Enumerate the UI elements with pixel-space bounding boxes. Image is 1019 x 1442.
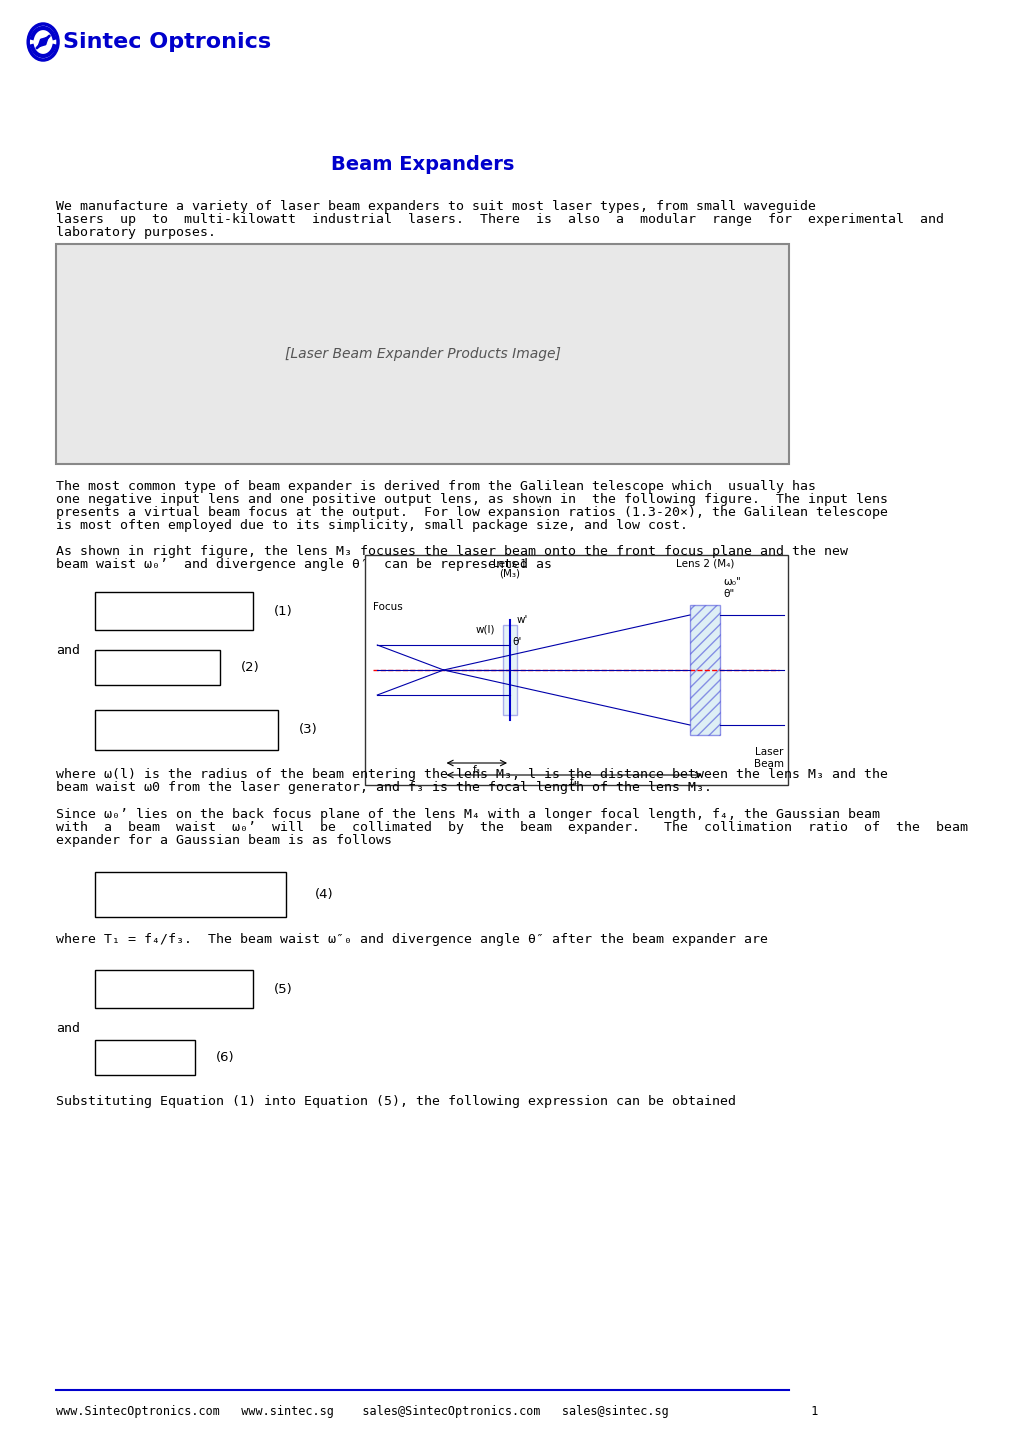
Text: As shown in right figure, the lens M₃ focuses the laser beam onto the front focu: As shown in right figure, the lens M₃ fo… xyxy=(56,545,848,558)
Text: is most often employed due to its simplicity, small package size, and low cost.: is most often employed due to its simpli… xyxy=(56,519,688,532)
Text: θ": θ" xyxy=(722,588,734,598)
Text: f₃: f₃ xyxy=(473,766,480,774)
Bar xyxy=(365,555,787,784)
Bar xyxy=(689,606,719,735)
Text: beam waist ω₀’  and divergence angle θ′  can be represented as: beam waist ω₀’ and divergence angle θ′ c… xyxy=(56,558,552,571)
Text: (1): (1) xyxy=(273,604,292,617)
Text: (6): (6) xyxy=(215,1051,234,1064)
Text: and: and xyxy=(56,1022,81,1035)
Bar xyxy=(95,1040,195,1074)
Text: w': w' xyxy=(517,614,528,624)
Text: www.SintecOptronics.com   www.sintec.sg    sales@SintecOptronics.com   sales@sin: www.SintecOptronics.com www.sintec.sg sa… xyxy=(56,1405,818,1417)
Text: (5): (5) xyxy=(273,982,292,995)
Text: where T₁ = f₄/f₃.  The beam waist ω″₀ and divergence angle θ″ after the beam exp: where T₁ = f₄/f₃. The beam waist ω″₀ and… xyxy=(56,933,767,946)
Text: with  a  beam  waist  ω₀’  will  be  collimated  by  the  beam  expander.   The : with a beam waist ω₀’ will be collimated… xyxy=(56,820,967,833)
Bar xyxy=(502,624,516,715)
Bar xyxy=(95,709,277,750)
Text: (4): (4) xyxy=(315,888,333,901)
Text: The most common type of beam expander is derived from the Galilean telescope whi: The most common type of beam expander is… xyxy=(56,480,815,493)
Text: Since ω₀’ lies on the back focus plane of the lens M₄ with a longer focal length: Since ω₀’ lies on the back focus plane o… xyxy=(56,808,879,820)
Text: Focus: Focus xyxy=(373,601,403,611)
Text: one negative input lens and one positive output lens, as shown in  the following: one negative input lens and one positive… xyxy=(56,493,888,506)
Text: Beam Expanders: Beam Expanders xyxy=(331,156,514,174)
Text: Sintec Optronics: Sintec Optronics xyxy=(63,32,271,52)
Text: beam waist ω0 from the laser generator, and f₃ is the focal length of the lens M: beam waist ω0 from the laser generator, … xyxy=(56,782,711,795)
Text: presents a virtual beam focus at the output.  For low expansion ratios (1.3-20×): presents a virtual beam focus at the out… xyxy=(56,506,888,519)
Text: Beam: Beam xyxy=(753,758,783,769)
Bar xyxy=(95,970,253,1008)
Bar xyxy=(95,593,253,630)
Text: Lens 2 (M₄): Lens 2 (M₄) xyxy=(675,559,734,570)
Text: and: and xyxy=(56,645,81,658)
Text: (2): (2) xyxy=(240,660,259,673)
Text: Lens 1: Lens 1 xyxy=(492,559,527,570)
Text: (3): (3) xyxy=(299,724,317,737)
Text: Laser: Laser xyxy=(754,747,783,757)
Text: w(l): w(l) xyxy=(475,624,494,634)
Bar xyxy=(95,872,285,917)
Bar xyxy=(95,650,219,685)
Text: θ': θ' xyxy=(512,637,521,647)
Text: f₄: f₄ xyxy=(570,777,578,787)
Text: where ω(l) is the radius of the beam entering the lens M₃, l is the distance bet: where ω(l) is the radius of the beam ent… xyxy=(56,769,888,782)
Text: expander for a Gaussian beam is as follows: expander for a Gaussian beam is as follo… xyxy=(56,833,392,846)
Text: (M₃): (M₃) xyxy=(499,570,520,580)
Text: [Laser Beam Expander Products Image]: [Laser Beam Expander Products Image] xyxy=(284,348,560,360)
Text: We manufacture a variety of laser beam expanders to suit most laser types, from : We manufacture a variety of laser beam e… xyxy=(56,200,815,213)
Text: laboratory purposes.: laboratory purposes. xyxy=(56,226,216,239)
Text: Substituting Equation (1) into Equation (5), the following expression can be obt: Substituting Equation (1) into Equation … xyxy=(56,1094,736,1107)
Text: ω₀": ω₀" xyxy=(722,577,740,587)
Bar xyxy=(56,244,789,464)
Text: lasers  up  to  multi-kilowatt  industrial  lasers.  There  is  also  a  modular: lasers up to multi-kilowatt industrial l… xyxy=(56,213,944,226)
